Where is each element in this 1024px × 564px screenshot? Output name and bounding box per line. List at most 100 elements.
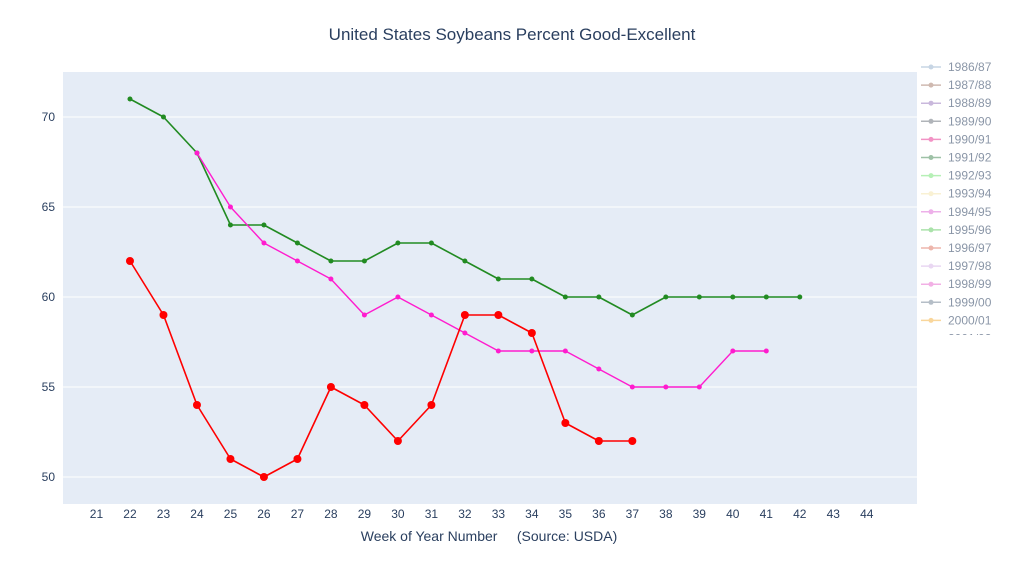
y-tick-label: 60 [42,290,56,304]
legend-item[interactable]: 1991/92 [921,151,992,165]
data-point [261,240,267,246]
legend-item[interactable]: 1993/94 [921,187,992,201]
legend-item[interactable]: 1997/98 [921,259,992,273]
data-point [294,240,300,246]
data-point [629,312,635,318]
data-point [328,276,334,282]
x-tick-label: 37 [626,507,640,521]
data-point [125,257,134,265]
legend-marker [928,100,934,106]
data-point [629,384,635,390]
data-point [428,312,434,318]
legend-marker [928,209,934,215]
data-point [561,419,570,427]
legend-marker [928,263,934,269]
data-point [462,330,468,336]
x-tick-label: 39 [693,507,707,521]
legend-item[interactable]: 1989/90 [921,114,992,128]
x-tick-label: 26 [257,507,271,521]
data-point [529,276,535,282]
legend-label: 1996/97 [948,241,992,255]
x-tick-label: 23 [157,507,171,521]
legend-item[interactable]: 1987/88 [921,78,992,92]
legend-item[interactable]: 1998/99 [921,277,992,291]
legend-marker [928,317,934,323]
legend-item[interactable]: 1986/87 [921,60,992,74]
data-point [663,294,669,300]
data-point [529,348,535,354]
data-point [361,258,367,264]
y-tick-label: 55 [42,380,56,394]
data-point [797,294,803,300]
legend-label: 1998/99 [948,277,992,291]
data-point [663,384,669,390]
x-tick-label: 22 [123,507,137,521]
series-line [129,260,633,478]
legend-item[interactable]: 2000/01 [921,313,992,327]
data-point [460,311,469,319]
legend-item[interactable]: 1996/97 [921,241,992,255]
legend-label: 1988/89 [948,96,992,110]
data-point [562,348,568,354]
data-point [427,401,436,409]
data-point [393,437,402,445]
data-point [527,329,536,337]
x-axis-ticks: 21 22 23 24 25 26 27 28 29 30 31 32 33 34 35 36 37 38 39 40… [90,507,874,521]
data-point [495,348,501,354]
data-point [395,240,401,246]
data-point [194,150,200,156]
x-tick-label: 40 [726,507,740,521]
data-point [763,294,769,300]
legend-label: 1999/00 [948,295,992,309]
legend-label: 1992/93 [948,169,992,183]
legend-item[interactable]: 1994/95 [921,205,992,219]
data-point [462,258,468,264]
data-point [628,437,637,445]
data-point [160,114,166,120]
data-point [730,348,736,354]
legend-label: 1986/87 [948,60,992,74]
legend-marker [928,64,934,70]
legend-marker [928,227,934,233]
legend-marker [928,173,934,179]
x-tick-label: 42 [793,507,807,521]
legend-label: 2000/01 [948,313,992,327]
x-tick-label: 41 [760,507,774,521]
data-point [227,222,233,228]
legend-label: 1997/98 [948,259,992,273]
y-tick-label: 50 [42,470,56,484]
data-point [361,312,367,318]
data-point [261,222,267,228]
legend-marker [928,118,934,124]
data-point [395,294,401,300]
data-point [259,473,268,481]
data-point [293,455,302,463]
y-axis-ticks: 50 55 60 65 70 [42,110,56,484]
legend-marker [928,82,934,88]
data-point [127,96,133,102]
data-point [360,401,369,409]
data-point [226,455,235,463]
legend-label: 1987/88 [948,78,992,92]
legend-item[interactable]: 2001/02 [921,332,992,346]
legend-label: 1990/91 [948,132,992,146]
legend-item[interactable]: 1992/93 [921,169,992,183]
data-point [596,366,602,372]
data-point [763,348,769,354]
series-1 [194,150,769,390]
legend-item[interactable]: 1995/96 [921,223,992,237]
x-tick-label: 44 [860,507,874,521]
legend[interactable]: 1986/87 1987/88 1988/89 1989/90 1990/91 1991/… [921,60,992,346]
legend-marker [929,336,934,341]
data-point [326,383,335,391]
legend-item[interactable]: 1999/00 [921,295,992,309]
x-tick-label: 27 [291,507,305,521]
x-tick-label: 35 [559,507,573,521]
legend-item[interactable]: 1990/91 [921,132,992,146]
legend-label: 1995/96 [948,223,992,237]
data-point [596,294,602,300]
legend-item[interactable]: 1988/89 [921,96,992,110]
y-tick-label: 70 [42,110,56,124]
x-tick-label: 31 [425,507,439,521]
